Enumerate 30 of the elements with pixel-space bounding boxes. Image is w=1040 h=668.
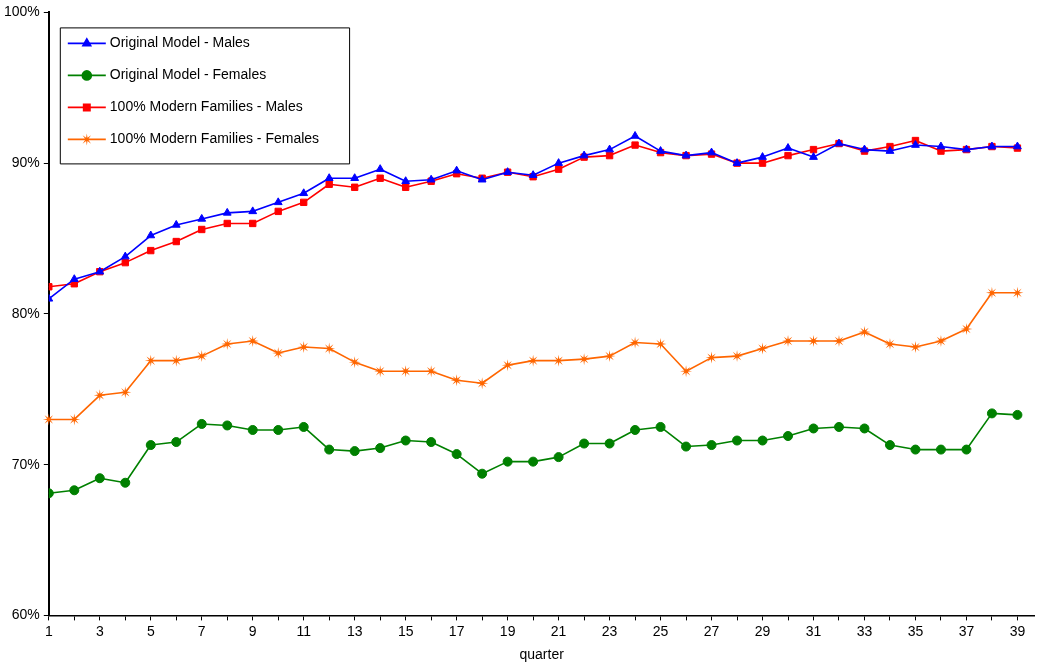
x-tick-label: 31	[805, 622, 822, 639]
y-tick-label: 100%	[3, 3, 40, 20]
x-tick-label: 39	[1009, 622, 1026, 639]
x-tick-label: 19	[499, 622, 516, 639]
x-tick-label: 17	[448, 622, 465, 639]
x-tick-label: 21	[550, 622, 567, 639]
y-tick-label: 70%	[11, 455, 40, 472]
x-tick-label: 15	[397, 622, 414, 639]
x-axis-title: quarter	[519, 646, 565, 663]
x-tick-label: 29	[754, 622, 771, 639]
y-tick-label: 90%	[11, 154, 40, 171]
x-tick-label: 27	[703, 622, 720, 639]
x-tick-label: 11	[296, 622, 312, 639]
y-tick-label: 60%	[11, 606, 40, 623]
x-tick-label: 37	[958, 622, 975, 639]
legend-label: Original Model - Females	[109, 66, 267, 83]
legend-label: 100% Modern Families - Males	[109, 98, 303, 115]
x-tick-label: 33	[856, 622, 873, 639]
x-tick-label: 3	[95, 622, 104, 639]
y-tick-label: 80%	[11, 304, 40, 321]
x-tick-label: 35	[907, 622, 924, 639]
x-tick-label: 23	[601, 622, 618, 639]
legend-label: 100% Modern Families - Females	[109, 130, 320, 147]
x-tick-label: 13	[346, 622, 363, 639]
x-tick-label: 9	[248, 622, 257, 639]
x-tick-label: 25	[652, 622, 669, 639]
x-tick-label: 7	[197, 622, 206, 639]
x-tick-label: 1	[44, 622, 53, 639]
legend-label: Original Model - Males	[109, 34, 250, 51]
x-tick-label: 5	[146, 622, 155, 639]
